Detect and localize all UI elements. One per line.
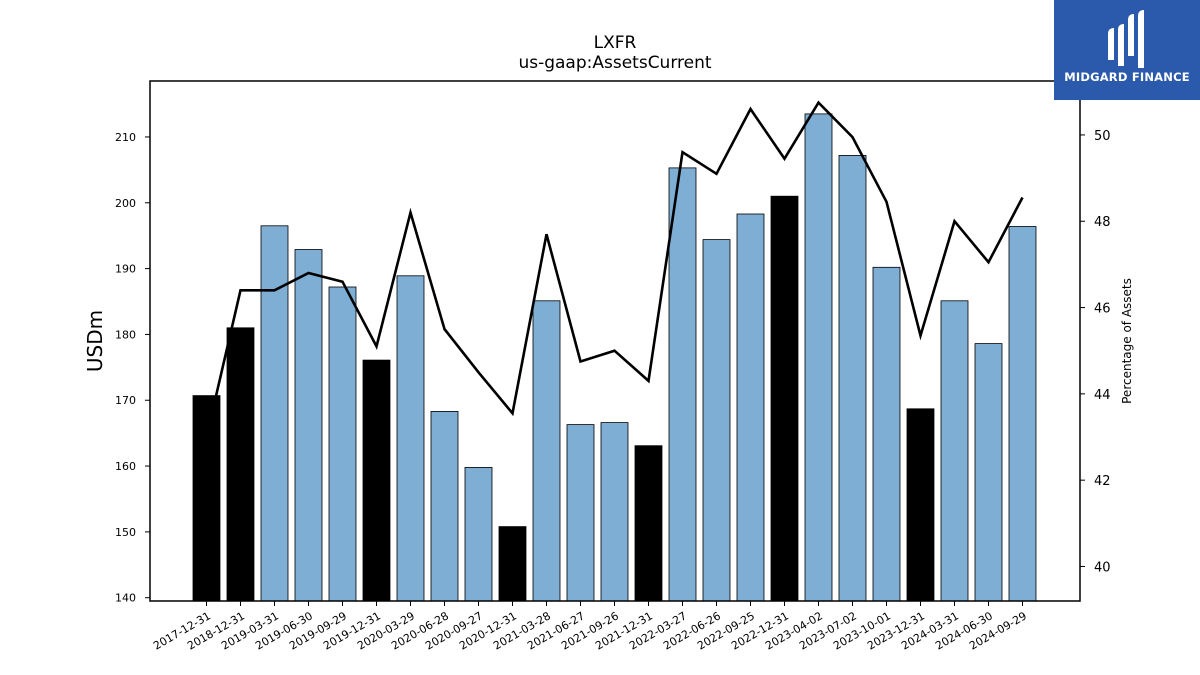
- right-axis: 40 42 44 46 48 50: [1080, 129, 1111, 575]
- bar-quarter: [260, 225, 289, 602]
- bar-quarter: [430, 410, 459, 602]
- y-tick-label: 190: [115, 263, 136, 276]
- bar-fiscal-year: [192, 395, 221, 602]
- x-axis: 2017-12-312018-12-312019-03-312019-06-30…: [151, 601, 1029, 653]
- bar-quarter: [974, 343, 1003, 602]
- bar-fiscal-year: [498, 526, 527, 602]
- bar-fiscal-year: [906, 408, 935, 602]
- bar-quarter: [736, 213, 765, 602]
- bar-quarter: [872, 266, 901, 602]
- bar-fiscal-year: [226, 327, 255, 602]
- bar-quarter: [396, 275, 425, 602]
- line-layer: [205, 100, 1024, 438]
- bar-fiscal-year: [770, 195, 799, 602]
- bar-quarter: [600, 422, 629, 602]
- bar-quarter: [566, 424, 595, 602]
- y2-tick-label: 42: [1094, 474, 1111, 489]
- y-tick-label: 200: [115, 197, 136, 210]
- y-tick-label: 160: [115, 460, 136, 473]
- bar-quarter: [464, 466, 493, 602]
- bar-quarter: [702, 239, 731, 602]
- bar-quarter: [838, 154, 867, 602]
- y2-axis-label: Percentage of Assets: [1120, 278, 1134, 404]
- left-axis: 140 150 160 170 180 190 200 210: [115, 131, 150, 605]
- bar-quarter: [940, 300, 969, 602]
- bar-quarter: [532, 300, 561, 602]
- y-tick-label: 150: [115, 526, 136, 539]
- percentage-line: [205, 100, 1024, 438]
- y-tick-label: 210: [115, 131, 136, 144]
- bar-quarter: [668, 167, 697, 602]
- chart-title: LXFR: [594, 33, 637, 53]
- y-axis-label: USDm: [83, 310, 107, 372]
- bar-quarter: [294, 249, 323, 602]
- y2-tick-label: 50: [1094, 129, 1111, 144]
- y-tick-label: 140: [115, 592, 136, 605]
- y-tick-label: 180: [115, 328, 136, 341]
- brand-logo: MIDGARD FINANCE: [1054, 0, 1200, 100]
- y-tick-label: 170: [115, 394, 136, 407]
- bars-layer: [192, 113, 1037, 602]
- bar-quarter: [1008, 226, 1037, 602]
- bar-fiscal-year: [362, 359, 391, 602]
- y2-tick-label: 48: [1094, 215, 1111, 230]
- y2-tick-label: 40: [1094, 560, 1111, 575]
- bar-quarter: [804, 113, 833, 602]
- bar-fiscal-year: [634, 445, 663, 602]
- y2-tick-label: 44: [1094, 388, 1111, 403]
- logo-text: MIDGARD FINANCE: [1064, 70, 1190, 84]
- bar-quarter: [328, 286, 357, 602]
- y2-tick-label: 46: [1094, 302, 1111, 317]
- chart-subtitle: us-gaap:AssetsCurrent: [518, 53, 711, 73]
- logo-mark-icon: [1108, 10, 1144, 68]
